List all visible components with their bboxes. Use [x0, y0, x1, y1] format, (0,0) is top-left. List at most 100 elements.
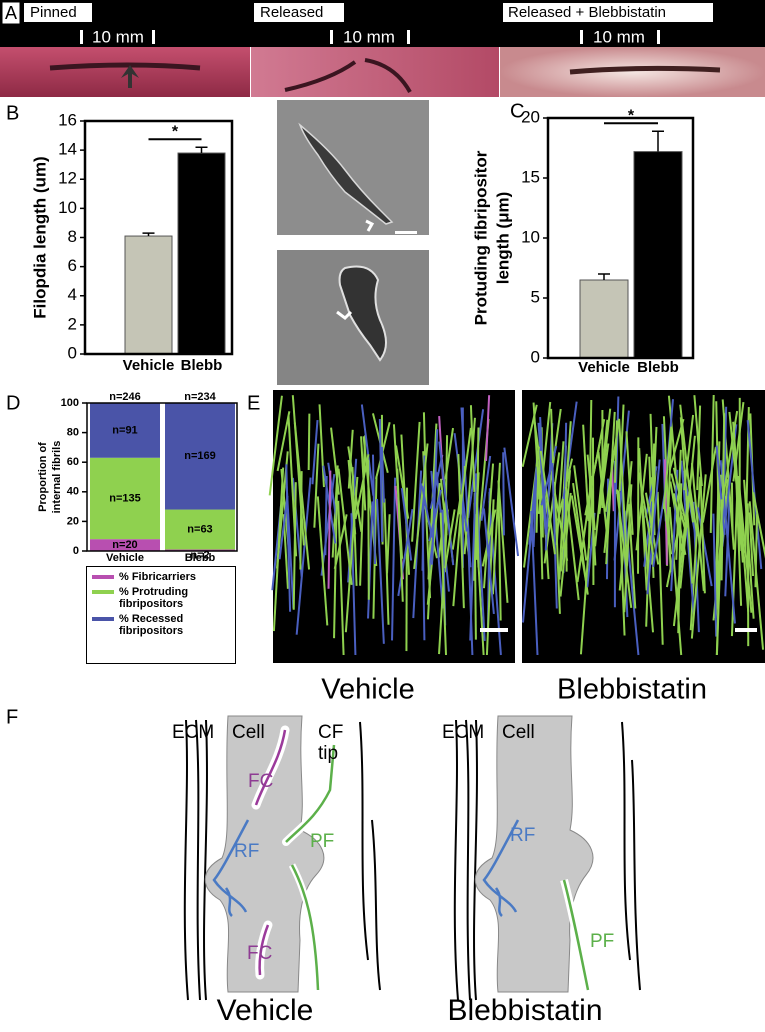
error-bar	[598, 274, 610, 280]
y-tick-label: 4	[68, 285, 77, 304]
diagram-label: Cell	[232, 722, 265, 743]
legend-label: % Recessed fibripositors	[119, 613, 232, 637]
segment-label: n=20	[112, 539, 137, 551]
y-tick-label: 40	[67, 486, 79, 498]
diagram	[455, 716, 640, 1000]
bar	[178, 153, 225, 354]
diagram	[185, 716, 380, 1000]
diagram-label: ECM	[172, 722, 214, 743]
y-tick-label: 100	[61, 397, 79, 409]
photo	[500, 47, 765, 97]
diagram-label: CF	[318, 722, 343, 743]
y-tick-label: 10	[521, 227, 540, 246]
legend-item: % Recessed fibripositors	[90, 613, 232, 637]
diagram-title: Blebbistatin	[447, 994, 602, 1027]
ecm-fibril	[455, 720, 477, 1000]
photo	[0, 47, 250, 97]
scale-bar	[735, 628, 757, 632]
micrograph	[277, 100, 429, 235]
image-label: Blebbistatin	[557, 674, 707, 706]
y-axis-label: Filopdia length (um)	[30, 156, 49, 318]
diagram-label: FC	[248, 771, 273, 792]
y-tick-label: 15	[521, 167, 540, 186]
diagram-label: PF	[590, 931, 614, 952]
segment-label: n=169	[184, 450, 216, 462]
x-tick-label: Blebb	[637, 359, 679, 376]
diagram-label: RF	[510, 825, 535, 846]
image-label: Vehicle	[321, 674, 415, 706]
legend-label: % Fibricarriers	[119, 571, 196, 583]
photo-label: Pinned	[30, 4, 77, 21]
x-tick-label: Vehicle	[106, 552, 144, 564]
panel-label: E	[247, 392, 260, 414]
x-tick-label: Vehicle	[578, 359, 630, 376]
y-tick-label: 60	[67, 456, 79, 468]
x-tick-label: Vehicle	[123, 357, 175, 374]
segment-label: n=135	[109, 492, 141, 504]
y-tick-label: 0	[68, 343, 77, 362]
y-tick-label: 20	[67, 515, 79, 527]
diagram-label: ECM	[442, 722, 484, 743]
diagram-label: FC	[247, 943, 272, 964]
y-tick-label: 12	[58, 169, 77, 188]
legend-item: % Protruding fibripositors	[90, 586, 232, 610]
scale-label: 10 mm	[593, 27, 645, 46]
panel-label: D	[6, 392, 20, 414]
y-tick-label: 6	[68, 256, 77, 275]
bar	[125, 236, 172, 354]
cell-body	[475, 716, 593, 992]
ecm-fibril	[185, 720, 207, 1000]
fibril	[300, 471, 301, 569]
diagram-label: RF	[234, 841, 259, 862]
significance-label: *	[628, 107, 635, 124]
error-bar	[652, 131, 664, 151]
y-tick-label: 10	[58, 198, 77, 217]
panel-label: F	[6, 706, 18, 728]
ecm-fibril	[360, 722, 380, 990]
legend-label: % Protruding fibripositors	[119, 586, 232, 610]
significance-label: *	[172, 123, 179, 140]
legend-swatch	[92, 617, 114, 621]
fibril	[309, 414, 310, 470]
scale-label: 10 mm	[343, 27, 395, 46]
segment-label: n=63	[187, 523, 212, 535]
bar	[634, 152, 682, 358]
photo-label: Released	[260, 4, 323, 21]
y-axis-label: length (μm)	[493, 192, 512, 285]
y-axis-label: Proportion of	[37, 442, 49, 512]
total-label: n=234	[184, 391, 216, 403]
legend-swatch	[92, 590, 114, 594]
y-tick-label: 14	[58, 140, 77, 159]
panel-label: A	[5, 3, 17, 23]
legend-swatch	[92, 575, 114, 579]
diagram-label: Cell	[502, 722, 535, 743]
y-tick-label: 0	[531, 347, 540, 366]
diagram-label: PF	[310, 831, 334, 852]
scale-bar	[480, 628, 508, 632]
panel-label: B	[6, 102, 19, 124]
photo-label: Released + Blebbistatin	[508, 4, 666, 21]
fibril	[368, 460, 369, 600]
x-tick-label: Blebb	[181, 357, 223, 374]
y-tick-label: 0	[73, 545, 79, 557]
y-tick-label: 8	[68, 227, 77, 246]
legend: % Fibricarriers % Protruding fibripositor…	[86, 566, 236, 664]
y-tick-label: 2	[68, 314, 77, 333]
segment-label: n=91	[112, 424, 137, 436]
y-tick-label: 20	[521, 107, 540, 126]
error-bar	[196, 147, 208, 153]
y-tick-label: 5	[531, 287, 540, 306]
scale-label: 10 mm	[92, 27, 144, 46]
fibril	[503, 452, 504, 535]
bar	[580, 280, 628, 358]
fibril	[732, 483, 733, 533]
y-axis-label: Protuding fibripositor	[471, 150, 490, 325]
y-tick-label: 16	[58, 110, 77, 129]
scale-bar	[395, 231, 417, 234]
fibril	[406, 488, 407, 651]
y-tick-label: 80	[67, 427, 79, 439]
total-label: n=246	[109, 391, 141, 403]
diagram-label: tip	[318, 743, 338, 764]
